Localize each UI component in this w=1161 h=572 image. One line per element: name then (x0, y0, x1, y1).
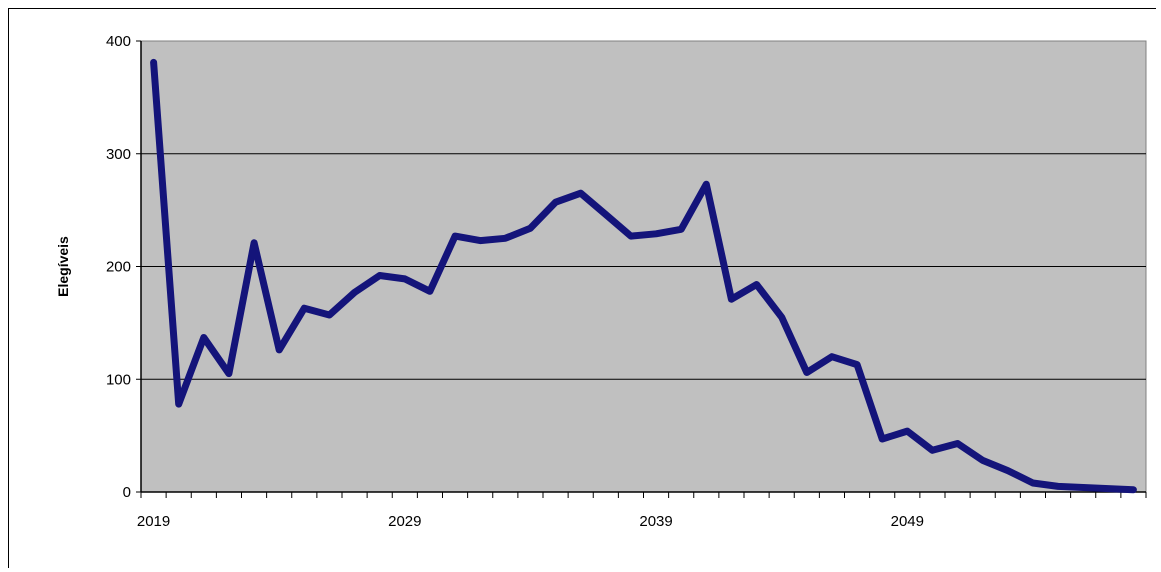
x-tick-label: 2029 (388, 513, 421, 530)
y-axis-label: Elegíveis (55, 236, 71, 297)
x-tick-label: 2049 (891, 513, 924, 530)
y-tick-label: 100 (106, 371, 131, 388)
y-tick-label: 0 (123, 484, 131, 501)
x-tick-label: 2039 (639, 513, 672, 530)
chart-frame (8, 8, 1156, 568)
y-tick-label: 200 (106, 259, 131, 276)
x-tick-label: 2019 (137, 513, 170, 530)
y-axis-tick-labels: 0 100 200 300 400 (106, 33, 131, 501)
y-tick-label: 400 (106, 33, 131, 50)
y-tick-label: 300 (106, 146, 131, 163)
gridlines (136, 40, 1146, 493)
x-axis-tick-labels: 2019 2029 2039 2049 (137, 513, 924, 530)
series-line (150, 58, 1137, 494)
x-axis-ticks (140, 492, 1147, 498)
